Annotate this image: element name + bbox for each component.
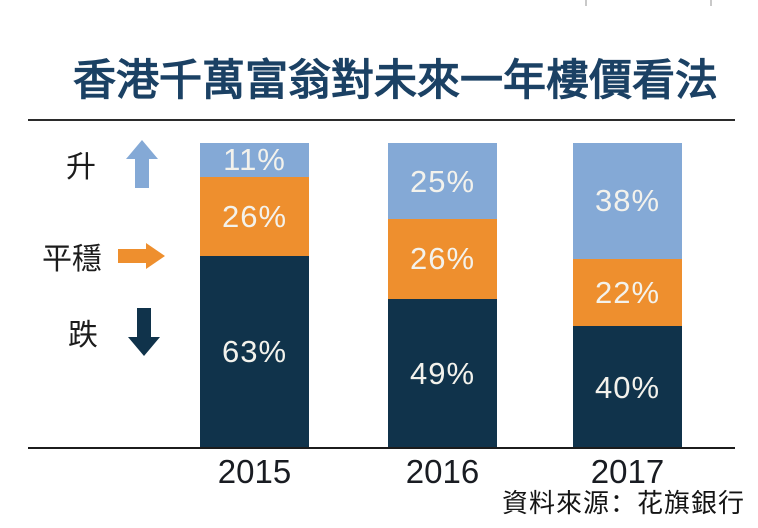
bar-2016: 25% 26% 49% <box>388 143 497 448</box>
bar-segment-2015-升: 11% <box>200 143 309 177</box>
bar-value-label: 49% <box>409 355 476 391</box>
page-title: 香港千萬富翁對未來一年樓價看法 <box>73 57 718 105</box>
bar-2017: 38% 22% 40% <box>573 143 682 448</box>
bar-value-label: 26% <box>409 241 476 277</box>
x-axis-label-2016: 2016 <box>405 453 480 490</box>
bar-value-label: 22% <box>594 274 661 310</box>
legend-item-rise: 升 <box>66 140 158 188</box>
legend-item-stable: 平穩 <box>42 234 165 278</box>
legend-label-stable: 平穩 <box>42 243 102 276</box>
right-arrow-icon <box>118 243 165 269</box>
crop-mark <box>585 0 587 6</box>
bar-segment-2015-平穩: 26% <box>200 176 309 256</box>
x-axis-label-2015: 2015 <box>217 453 292 490</box>
bar-segment-2017-平穩: 22% <box>573 258 682 326</box>
bar-segment-2017-升: 38% <box>573 143 682 259</box>
x-axis-line <box>28 447 735 449</box>
bar-value-label: 40% <box>594 369 661 405</box>
bar-segment-2016-平穩: 26% <box>388 219 497 299</box>
legend-label-rise: 升 <box>66 151 96 184</box>
down-arrow-icon <box>128 308 160 356</box>
bar-segment-2016-跌: 49% <box>388 298 497 448</box>
title-divider <box>28 119 735 121</box>
crop-mark <box>710 0 712 6</box>
legend-item-fall: 跌 <box>68 308 160 356</box>
x-axis-labels: 2015 2016 2017 <box>0 453 758 490</box>
bar-value-label: 63% <box>221 334 288 370</box>
bar-value-label: 25% <box>409 163 476 199</box>
bar-value-label: 26% <box>221 198 288 234</box>
legend-label-fall: 跌 <box>68 319 98 352</box>
source-note: 資料來源：花旗銀行 <box>501 489 745 518</box>
x-axis-label-2017: 2017 <box>590 453 665 490</box>
bar-2015: 11% 26% 63% <box>200 143 309 448</box>
bar-segment-2016-升: 25% <box>388 143 497 220</box>
bar-segment-2017-跌: 40% <box>573 326 682 448</box>
up-arrow-icon <box>126 140 158 188</box>
bar-segment-2015-跌: 63% <box>200 255 309 448</box>
bar-value-label: 38% <box>594 183 661 219</box>
plot-area: 11% 26% 63% 25% 26% 49% 38% 22% 40% <box>0 143 758 448</box>
bar-value-label: 11% <box>223 142 286 178</box>
